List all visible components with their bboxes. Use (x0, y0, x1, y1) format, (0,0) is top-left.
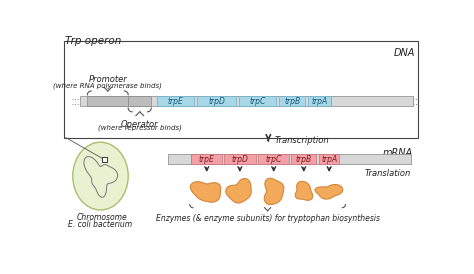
Bar (64, 41, 419, 138)
Polygon shape (190, 182, 221, 202)
Text: Transcription: Transcription (274, 136, 329, 145)
Text: Promoter: Promoter (89, 75, 127, 84)
Bar (309, 96, 331, 106)
Text: (where repressor binds): (where repressor binds) (98, 124, 182, 131)
Text: Chromosome: Chromosome (77, 213, 128, 222)
Bar (168, 154, 191, 164)
Bar (80, 96, 413, 106)
Bar (258, 154, 289, 164)
Bar (128, 96, 151, 106)
Bar (292, 154, 316, 164)
Bar (101, 157, 107, 162)
Bar (331, 96, 413, 106)
Text: Trp operon: Trp operon (65, 36, 121, 46)
Text: trpB: trpB (284, 97, 301, 106)
Text: mRNA: mRNA (383, 148, 413, 158)
Bar (319, 154, 339, 164)
Text: trpD: trpD (208, 97, 225, 106)
Bar (191, 154, 222, 164)
Bar (225, 154, 256, 164)
Polygon shape (264, 178, 284, 204)
Text: trpC: trpC (265, 155, 282, 164)
Text: DNA: DNA (394, 47, 415, 58)
Ellipse shape (73, 142, 128, 210)
Text: trpE: trpE (199, 155, 215, 164)
Text: trpB: trpB (296, 155, 312, 164)
Polygon shape (295, 181, 313, 200)
Bar (239, 96, 276, 106)
Polygon shape (226, 178, 251, 203)
Polygon shape (315, 184, 343, 199)
Text: Enzymes (& enzyme subunits) for tryptophan biosynthesis: Enzymes (& enzyme subunits) for tryptoph… (155, 214, 380, 223)
Text: Operator: Operator (121, 119, 159, 129)
Text: (where RNA polymerase binds): (where RNA polymerase binds) (54, 82, 162, 89)
Bar (279, 96, 305, 106)
Text: trpA: trpA (321, 155, 337, 164)
Text: trpA: trpA (312, 97, 328, 106)
Bar (198, 96, 236, 106)
Text: E. coli bacterium: E. coli bacterium (68, 220, 133, 229)
Bar (157, 96, 194, 106)
Bar (168, 154, 411, 164)
Text: Translation: Translation (365, 169, 411, 178)
Text: trpE: trpE (167, 97, 183, 106)
Text: trpD: trpD (232, 155, 249, 164)
Bar (339, 154, 411, 164)
Bar (87, 96, 128, 106)
Text: trpC: trpC (249, 97, 266, 106)
